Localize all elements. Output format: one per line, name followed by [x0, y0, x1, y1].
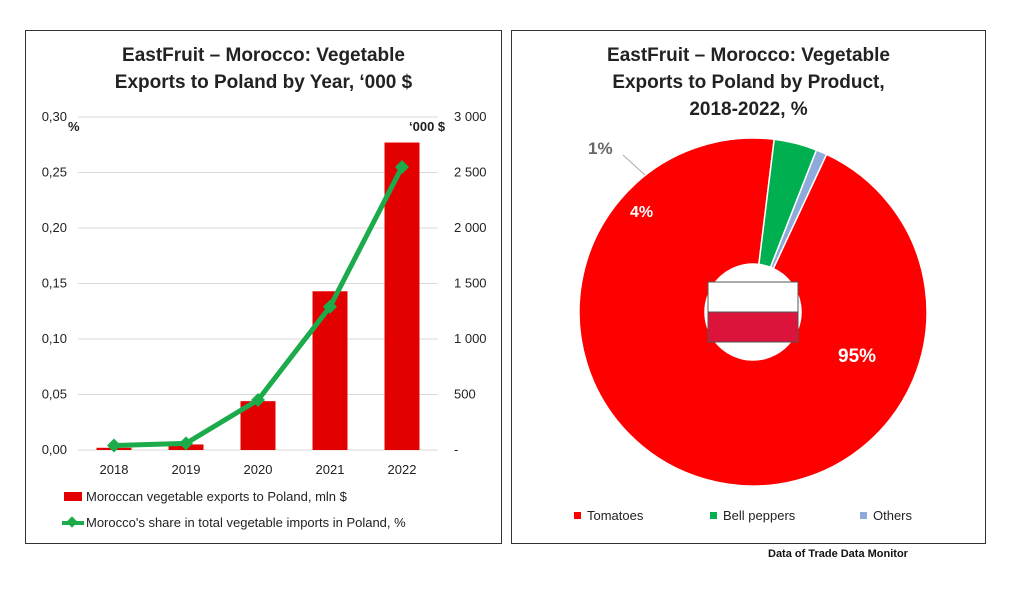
legend-item-peppers: Bell peppers	[710, 508, 795, 523]
donut-chart: 1% 4% 95%	[578, 137, 928, 487]
right-axis-tick: 1 000	[454, 331, 487, 346]
legend-label-others: Others	[873, 508, 913, 523]
left-axis-tick: 0,10	[42, 331, 67, 346]
share-point-2020	[251, 393, 265, 408]
bar-2021	[312, 291, 348, 450]
legend-swatch-tomatoes	[574, 512, 581, 519]
right-axis-unit: ‘000 $	[409, 119, 446, 134]
x-tick-label: 2021	[316, 462, 345, 477]
legend-line-swatch	[62, 517, 84, 529]
right-axis-tick: 2 500	[454, 165, 487, 180]
share-point-2022	[395, 159, 409, 174]
donut-slice-tomatoes	[578, 137, 928, 487]
legend-line-label: Morocco's share in total vegetable impor…	[86, 515, 406, 530]
left-axis-tick: 0,05	[42, 387, 67, 402]
x-tick-label: 2020	[244, 462, 273, 477]
legend-bar-label: Moroccan vegetable exports to Poland, ml…	[86, 489, 347, 504]
x-tick-label: 2022	[388, 462, 417, 477]
chart-title-line3: 2018-2022, %	[689, 99, 808, 120]
others-leader-line	[622, 154, 646, 176]
chart-title-line2: Exports to Poland by Product,	[612, 72, 885, 93]
left-axis-tick: 0,25	[42, 165, 67, 180]
bar-line-chart-panel: EastFruit – Morocco: Vegetable Exports t…	[25, 30, 502, 544]
donut-chart-panel: EastFruit – Morocco: Vegetable Exports t…	[511, 30, 986, 544]
right-axis-tick: 1 500	[454, 276, 487, 291]
left-axis-tick: 0,15	[42, 276, 67, 291]
legend-item-tomatoes: Tomatoes	[574, 508, 643, 523]
share-point-2021	[323, 299, 337, 314]
share-point-2019	[179, 436, 193, 451]
legend-item-share: Morocco's share in total vegetable impor…	[62, 515, 406, 530]
right-axis-tick: 2 000	[454, 220, 487, 235]
chart-title-line1: EastFruit – Morocco: Vegetable	[607, 45, 890, 66]
right-axis-tick: -	[454, 442, 458, 457]
left-axis-unit: %	[68, 119, 80, 134]
label-peppers: 4%	[630, 204, 653, 221]
legend-item-exports: Moroccan vegetable exports to Poland, ml…	[64, 489, 347, 504]
legend-label-peppers: Bell peppers	[723, 508, 796, 523]
right-axis-tick: 500	[454, 387, 476, 402]
x-tick-label: 2019	[172, 462, 201, 477]
chart-title-line1: EastFruit – Morocco: Vegetable	[122, 45, 405, 66]
label-tomatoes: 95%	[838, 346, 876, 367]
share-point-2018	[107, 438, 121, 453]
x-tick-label: 2018	[100, 462, 129, 477]
legend-item-others: Others	[860, 508, 912, 523]
legend-swatch-peppers	[710, 512, 717, 519]
poland-flag-icon	[707, 281, 799, 343]
chart-title: EastFruit – Morocco: Vegetable Exports t…	[512, 42, 985, 123]
chart-title: EastFruit – Morocco: Vegetable Exports t…	[26, 42, 501, 96]
chart-title-line2: Exports to Poland by Year, ‘000 $	[114, 72, 413, 93]
source-note: Data of Trade Data Monitor	[768, 548, 908, 560]
donut-slice-others	[769, 149, 828, 270]
left-axis-tick: 0,00	[42, 442, 67, 457]
left-axis-tick: 0,30	[42, 109, 67, 124]
legend-label-tomatoes: Tomatoes	[587, 508, 644, 523]
left-axis-tick: 0,20	[42, 220, 67, 235]
legend-swatch-others	[860, 512, 867, 519]
right-axis-tick: 3 000	[454, 109, 487, 124]
label-others: 1%	[588, 139, 613, 158]
legend-bar-swatch	[64, 492, 82, 501]
combo-chart: % ‘000 $ 0,00 - 0,05 500 0,10 1 000 0,15 1 500 0…	[42, 109, 487, 477]
